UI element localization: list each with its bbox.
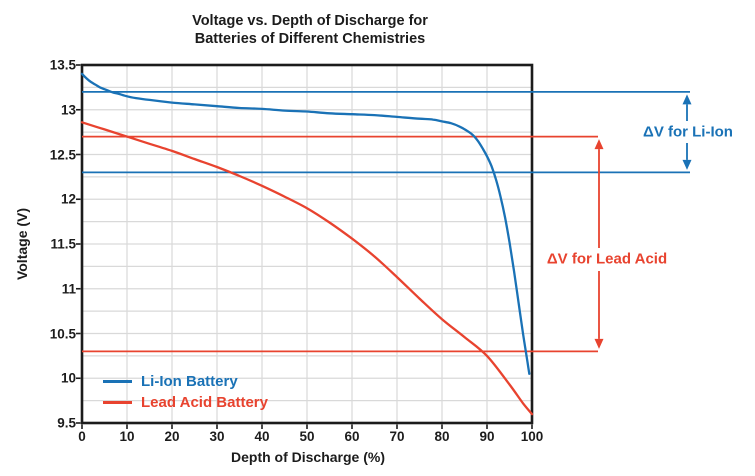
y-tick-label: 12.5 [49, 147, 76, 162]
y-tick-label: 9.5 [57, 415, 76, 431]
chart-title: Voltage vs. Depth of Discharge for Batte… [192, 13, 428, 48]
y-tick-label: 10.5 [49, 326, 76, 341]
series-curve-leadacid [80, 121, 534, 416]
legend-item-leadacid: Lead Acid Battery [103, 393, 268, 412]
arrowhead-up-red [594, 139, 604, 150]
x-axis-title: Depth of Discharge (%) [230, 449, 386, 465]
x-tick-label: 100 [520, 429, 544, 444]
x-tick-label: 10 [119, 429, 135, 444]
arrowhead-up-blue [682, 94, 692, 105]
x-tick-label: 30 [209, 429, 225, 444]
chart-title-line2: Batteries of Different Chemistries [194, 30, 426, 47]
y-tick-label: 10 [60, 370, 76, 386]
y-tick-label: 11 [61, 281, 76, 297]
y-tick-label: 11.5 [50, 236, 76, 252]
y-tick-label: 13.5 [49, 57, 76, 73]
x-tick-label: 20 [164, 429, 180, 444]
x-tick-label: 40 [254, 429, 270, 444]
x-tick-label: 60 [344, 429, 360, 444]
legend-label-liion: Li-Ion Battery [141, 373, 238, 390]
arrowhead-down-blue [682, 159, 692, 170]
y-tick-label: 12 [60, 191, 76, 207]
x-tick-label: 80 [434, 429, 450, 444]
series-curve-liion [80, 72, 531, 375]
legend-item-liion: Li-Ion Battery [103, 372, 268, 391]
plot-frame [80, 63, 534, 425]
legend: Li-Ion Battery Lead Acid Battery [103, 372, 268, 414]
y-tick-label: 13 [60, 102, 76, 118]
y-axis-title: Voltage (V) [14, 207, 30, 281]
annotation-delta-v-liion: ΔV for Li-Ion [641, 123, 735, 141]
x-tick-label: 0 [78, 429, 86, 444]
annotation-delta-v-leadacid: ΔV for Lead Acid [544, 250, 670, 268]
x-tick-label: 90 [479, 429, 495, 444]
liion-line-swatch [103, 380, 132, 383]
x-tick-label: 70 [389, 429, 405, 444]
arrowhead-down-red [594, 338, 604, 349]
legend-label-leadacid: Lead Acid Battery [141, 394, 268, 411]
x-tick-label: 50 [299, 429, 315, 444]
leadacid-line-swatch [103, 401, 132, 404]
chart-title-line1: Voltage vs. Depth of Discharge for [192, 13, 428, 29]
